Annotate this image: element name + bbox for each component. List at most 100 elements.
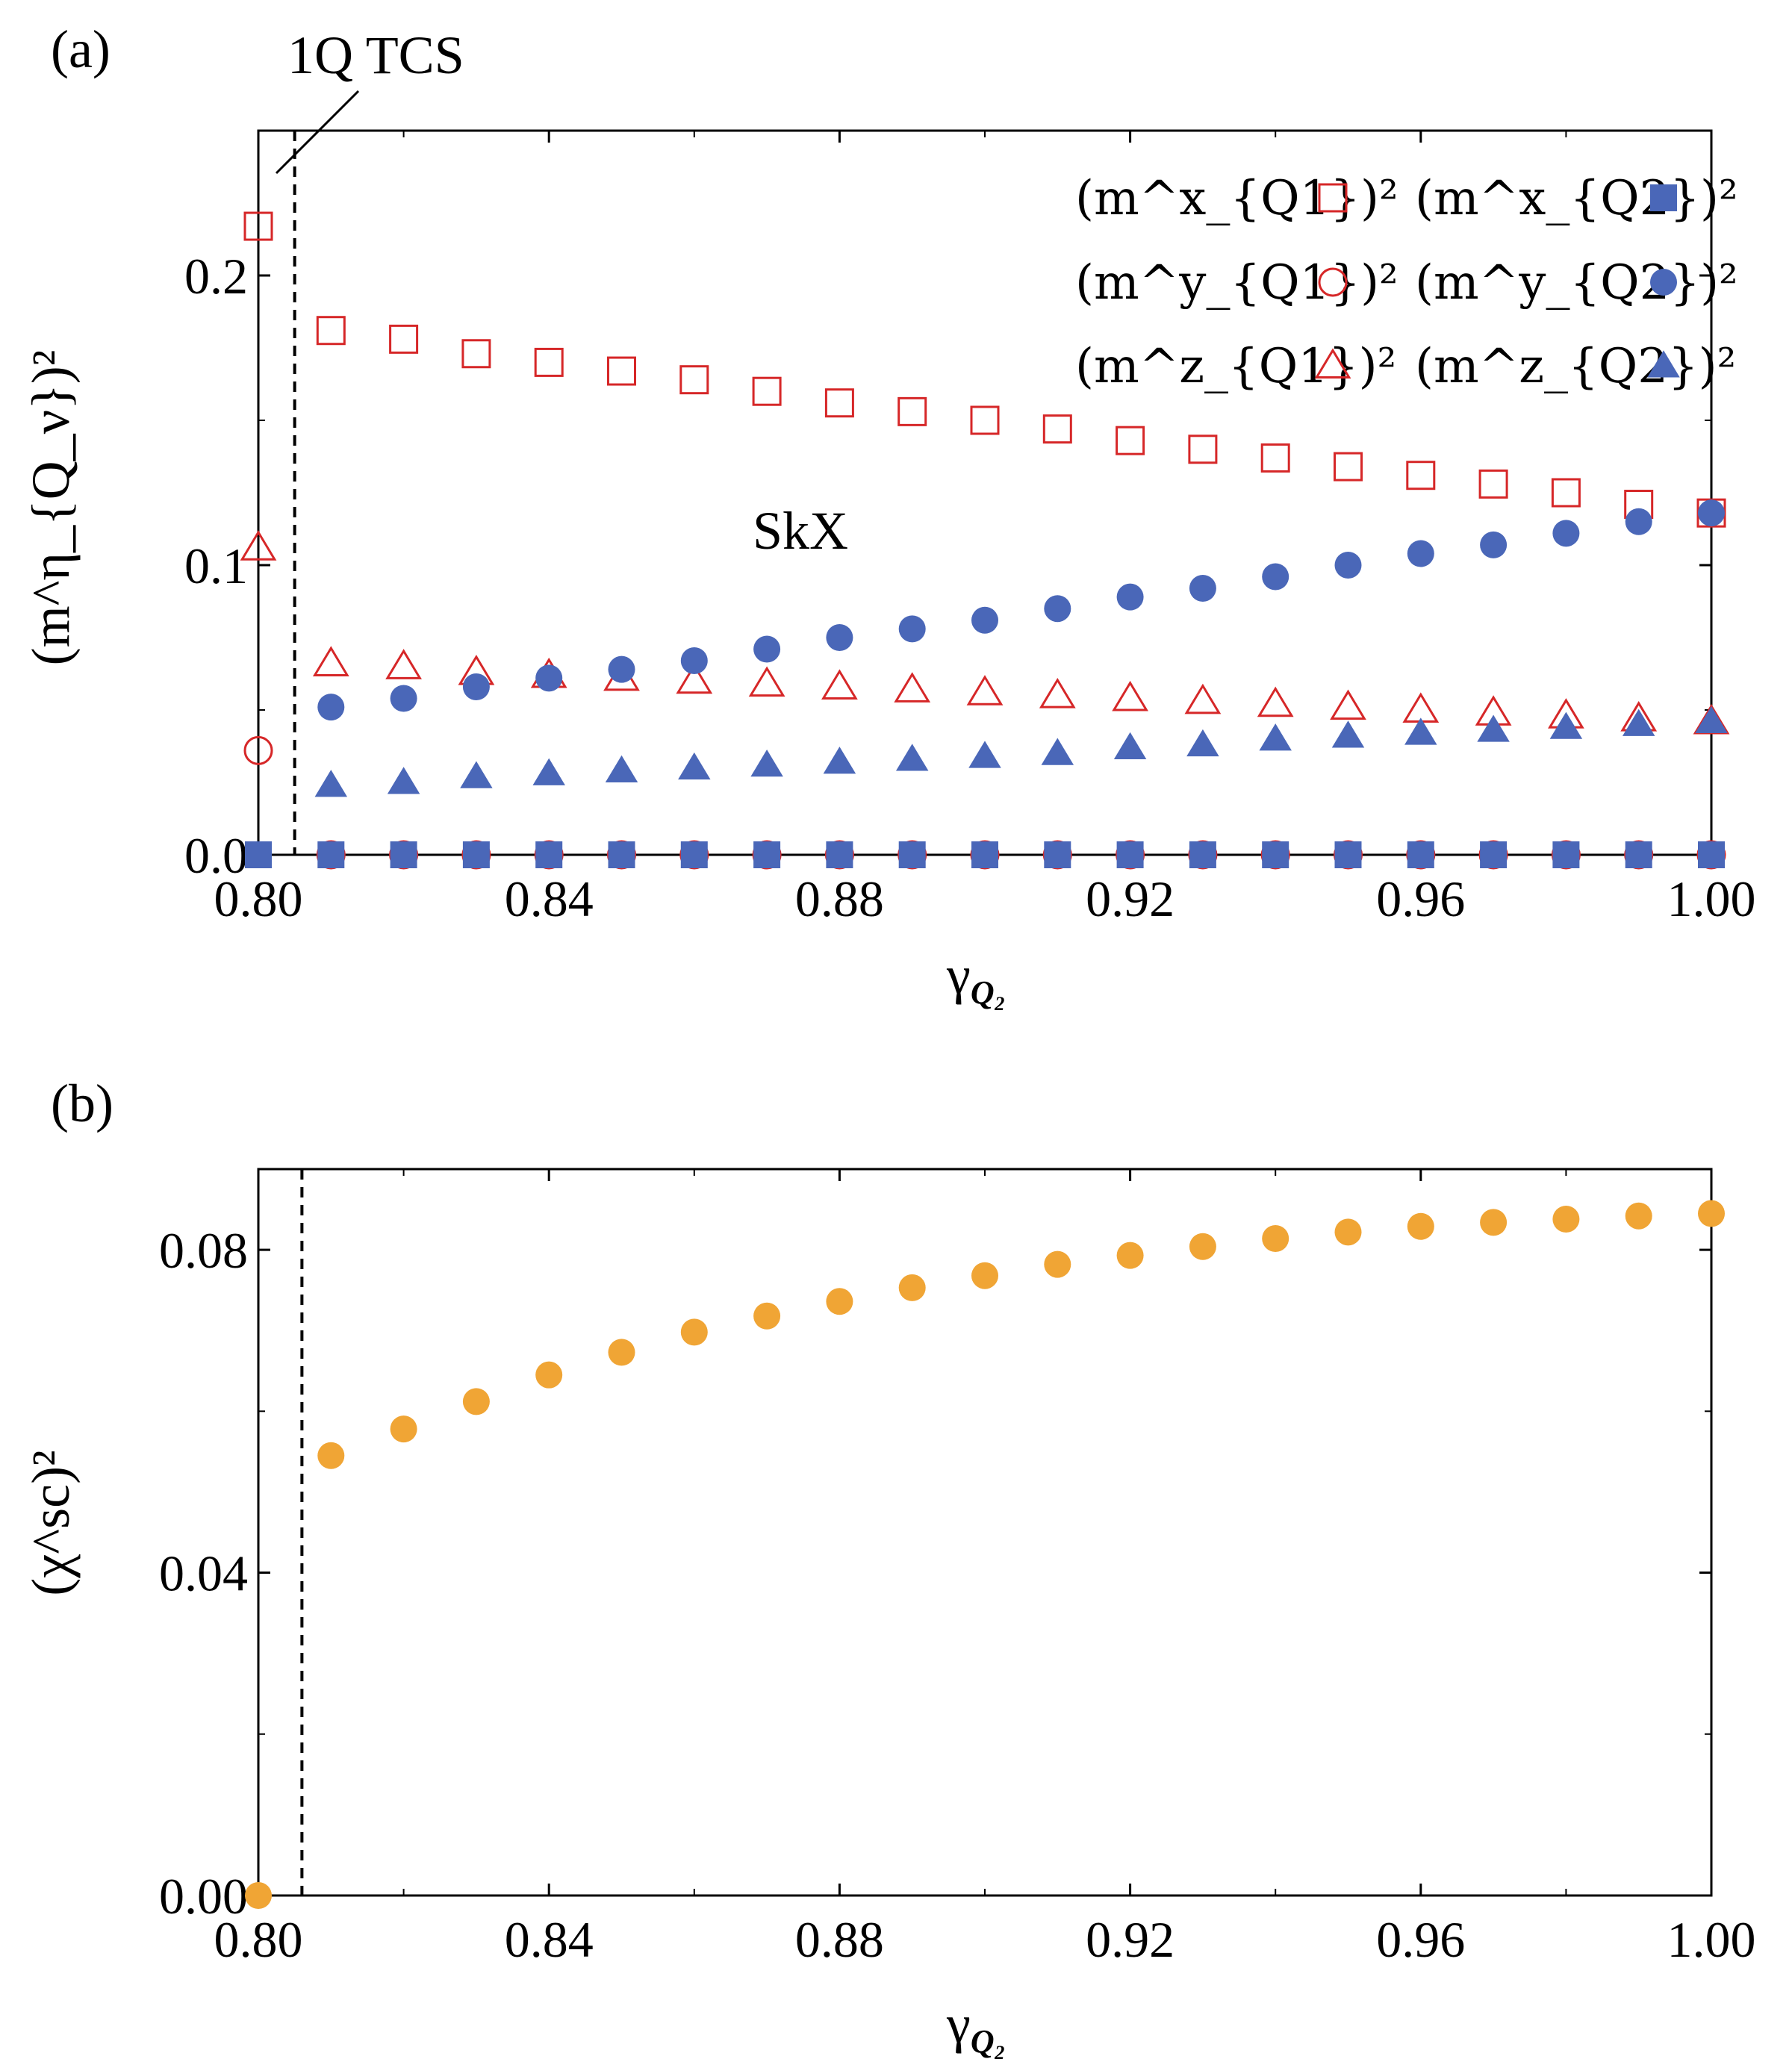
panel-a-series-3-point (1407, 841, 1434, 868)
panel-a-series-3-point (753, 841, 781, 868)
legend-label: (m^y_{Q1})² (1075, 255, 1399, 311)
panel-a-series-5-point (605, 755, 638, 783)
panel-b-series-0-point (1625, 1202, 1652, 1230)
panel-a-series-5-point (1695, 705, 1728, 734)
panel-a-series-3-point (1480, 841, 1508, 868)
legend-marker (1318, 183, 1348, 213)
panel-a-series-0-point (1116, 426, 1145, 455)
panel-b-series-0-point (971, 1262, 998, 1289)
panel-a-tcs-annotation: 1Q TCS (287, 25, 464, 85)
panel-a-y-tick-label: 0.2 (184, 248, 248, 305)
panel-a-series-2-point (1402, 692, 1440, 723)
panel-a-x-tick-label: 0.80 (214, 870, 303, 927)
panel-a-series-5-point (532, 758, 565, 785)
panel-b-x-tick-label: 0.88 (795, 1911, 884, 1968)
panel-a-series-4-point (1698, 499, 1725, 527)
panel-a-series-0-point (389, 324, 419, 354)
panel-a-series-2-point (966, 675, 1004, 705)
panel-a-series-0-point (461, 339, 491, 369)
legend-marker (1650, 184, 1677, 211)
panel-a-series-2-point (312, 646, 349, 676)
panel-a-series-5-point (750, 750, 783, 777)
panel-a-series-3-point (1044, 841, 1071, 868)
panel-a-series-5-point (314, 770, 348, 797)
panel-a-series-5-point (1622, 708, 1655, 736)
panel-a-series-3-point (826, 841, 853, 868)
panel-a-series-4-point (971, 606, 998, 634)
panel-b-x-tick-label: 0.96 (1376, 1911, 1465, 1968)
panel-a-series-4-point (1552, 520, 1580, 547)
panel-b-series-0-point (1480, 1209, 1508, 1236)
panel-a-series-3-point (317, 841, 345, 868)
panel-a-series-5-point (1041, 738, 1074, 765)
panel-a-series-3-point (1116, 841, 1144, 868)
panel-b-x-axis-label: γQ₂ (946, 1994, 1006, 2059)
panel-a-series-0-point (970, 405, 1000, 435)
panel-a-series-4-point (1262, 563, 1289, 591)
panel-a-x-axis-label: γQ₂ (946, 945, 1006, 1011)
panel-a-series-0-point (1260, 443, 1290, 473)
panel-b-series-0-point (1262, 1224, 1289, 1252)
panel-a-series-3-point (535, 841, 563, 868)
panel-b-x-tick-label: 0.80 (214, 1911, 303, 1968)
panel-b-series-0-point (535, 1361, 563, 1389)
panel-a-x-tick-label: 0.88 (795, 870, 884, 927)
panel-b-label: (b) (51, 1074, 113, 1133)
panel-b-series-0-point (390, 1415, 417, 1443)
panel-a-series-4-point (898, 615, 926, 643)
panel-a-series-0-point (1551, 478, 1581, 508)
panel-a-series-3-point (1262, 841, 1289, 868)
panel-a-series-0-point (1478, 469, 1508, 499)
panel-a-series-3-point (1698, 841, 1725, 868)
panel-a-x-tick-label: 0.84 (505, 870, 594, 927)
panel-a-series-4-point (1334, 552, 1362, 579)
panel-b-tick-labels: 0.80 0.84 0.88 0.92 0.96 1.00 0.00 0.04 0.08 (159, 1222, 1756, 1968)
panel-a-series-2-point (1330, 689, 1366, 720)
panel-a-label: (a) (51, 19, 111, 79)
panel-b-series-0-point (317, 1442, 345, 1469)
panel-a-series-5-point (1259, 723, 1292, 751)
panel-a-series-5-point (1477, 714, 1510, 742)
panel-b-series-0-point (898, 1274, 926, 1301)
panel-a-series-5-point (1186, 729, 1219, 757)
panel-a: (a) 0.80 0.84 0.88 0.92 0.96 1.00 0.0 0.1 0.2 Sk… (21, 19, 1756, 1011)
panel-a-y-tick-label: 0.0 (184, 827, 248, 884)
panel-b-y-tick-label: 0.00 (159, 1868, 248, 1925)
legend-label: (m^z_{Q1})² (1075, 339, 1396, 394)
panel-a-tick-labels: 0.80 0.84 0.88 0.92 0.96 1.00 0.0 0.1 0.2 (184, 248, 1756, 927)
panel-b-series-0-point (1116, 1242, 1144, 1269)
panel-a-series-3-point (1552, 841, 1580, 868)
panel-a-series-0-point (752, 376, 782, 406)
panel-a-data-points (240, 211, 1730, 870)
legend-marker (1314, 348, 1351, 379)
panel-b-series-0-point (1044, 1250, 1071, 1278)
panel-a-series-5-point (968, 741, 1001, 768)
panel-a-skx-annotation: SkX (753, 501, 848, 561)
legend-marker (1650, 269, 1677, 296)
panel-b-y-axis-label: (χ^sc)² (21, 1450, 81, 1595)
panel-a-series-5-point (678, 752, 711, 780)
panel-a-series-3-point (971, 841, 998, 868)
panel-a-series-2-point (748, 666, 785, 697)
panel-a-series-2-point (676, 663, 713, 694)
panel-b-series-0-point (245, 1882, 272, 1909)
panel-a-y-axis-label: (m^η_{Q_ν})² (21, 350, 81, 666)
panel-a-series-5-point (1549, 711, 1583, 739)
panel-a-series-4-point (753, 635, 781, 663)
panel-a-series-3-point (898, 841, 926, 868)
panel-a-series-4-point (1189, 575, 1216, 602)
panel-b-series-0-point (1407, 1212, 1434, 1240)
panel-b-x-tick-label: 1.00 (1667, 1911, 1756, 1968)
panel-a-series-3-point (1334, 841, 1362, 868)
panel-b-y-tick-label: 0.08 (159, 1222, 248, 1279)
panel-a-series-0-point (607, 356, 636, 386)
panel-a-series-3-point (680, 841, 708, 868)
panel-a-series-5-point (1404, 717, 1437, 745)
legend-marker (1647, 350, 1680, 378)
panel-b-data-points (245, 1200, 1725, 1909)
panel-a-series-3-point (1189, 841, 1216, 868)
panel-a-series-4-point (535, 664, 563, 692)
panel-a-series-3-point (245, 841, 272, 868)
panel-a-series-0-point (1406, 461, 1436, 490)
panel-a-series-3-point (462, 841, 490, 868)
